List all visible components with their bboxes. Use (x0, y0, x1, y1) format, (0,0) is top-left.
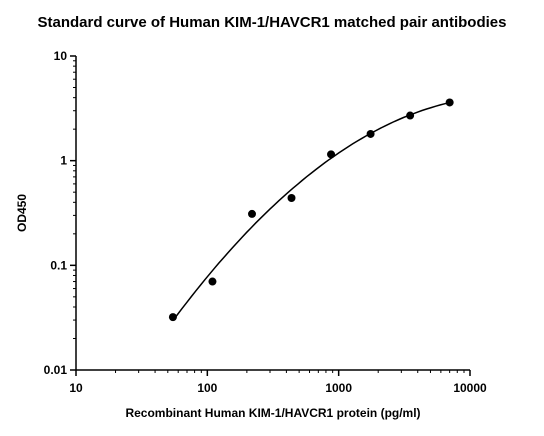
y-axis-label: OD450 (15, 194, 29, 232)
data-point (366, 129, 375, 138)
x-axis-label: Recombinant Human KIM-1/HAVCR1 protein (… (125, 406, 420, 420)
y-tick-label: 0.01 (44, 363, 68, 377)
data-point (445, 98, 454, 107)
y-tick-label: 10 (54, 49, 68, 63)
chart-title: Standard curve of Human KIM-1/HAVCR1 mat… (37, 14, 507, 31)
data-point (287, 193, 296, 202)
x-tick-label: 10 (69, 381, 83, 395)
data-point (406, 111, 415, 120)
x-tick-label: 10000 (453, 381, 487, 395)
ticks: 10 100 1000 10000 10 1 0.1 0.01 (44, 49, 487, 395)
data-point (208, 277, 217, 286)
x-tick-label: 100 (197, 381, 217, 395)
data-point (327, 150, 336, 159)
data-points (168, 98, 454, 322)
fit-curve (172, 101, 450, 322)
x-tick-label: 1000 (325, 381, 352, 395)
axes (75, 56, 470, 371)
data-point (247, 209, 256, 218)
y-tick-label: 0.1 (50, 258, 67, 272)
y-tick-label: 1 (60, 154, 67, 168)
data-point (168, 313, 177, 322)
